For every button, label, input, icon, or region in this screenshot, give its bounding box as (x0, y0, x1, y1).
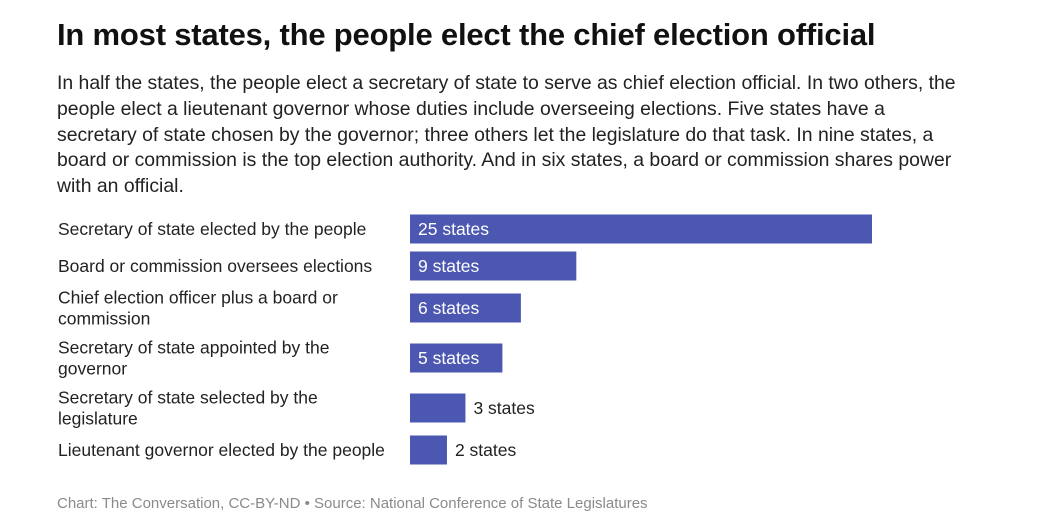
chart-subtitle: In half the states, the people elect a s… (57, 72, 956, 198)
bar-4 (410, 343, 503, 373)
category-label: Secretary of state selected by the legisl… (58, 388, 318, 429)
category-label: Chief election officer plus a board or co… (58, 288, 338, 329)
category-label-line: governor (58, 359, 127, 379)
data-label: 9 states (418, 256, 480, 276)
category-label: Lieutenant governor elected by the peopl… (58, 440, 385, 460)
category-label-line: commission (58, 309, 150, 329)
category-label-line: Chief election officer plus a board or (58, 288, 338, 308)
data-label: 6 states (418, 298, 480, 318)
category-label: Secretary of state appointed by the gover… (58, 338, 329, 379)
category-label-line: Lieutenant governor elected by the peopl… (58, 440, 385, 460)
bar-3 (410, 293, 521, 323)
data-label: 25 states (418, 219, 489, 239)
bar-1 (410, 214, 872, 244)
category-label-line: Secretary of state appointed by the (58, 338, 329, 358)
category-label: Secretary of state elected by the people (58, 219, 366, 239)
data-label: 3 states (473, 398, 535, 418)
category-label-line: Secretary of state elected by the people (58, 219, 366, 239)
data-label: 5 states (418, 348, 480, 368)
bar-2 (410, 251, 577, 281)
bar-6 (410, 435, 447, 465)
data-label: 2 states (455, 440, 517, 460)
category-label-line: Secretary of state selected by the (58, 388, 318, 408)
category-label-line: legislature (58, 409, 138, 429)
bar-5 (410, 393, 466, 423)
category-label: Board or commission oversees elections (58, 256, 372, 276)
chart-source-credit: Chart: The Conversation, CC-BY-ND • Sour… (57, 495, 648, 512)
chart-title: In most states, the people elect the chi… (57, 17, 876, 52)
category-label-line: Board or commission oversees elections (58, 256, 372, 276)
